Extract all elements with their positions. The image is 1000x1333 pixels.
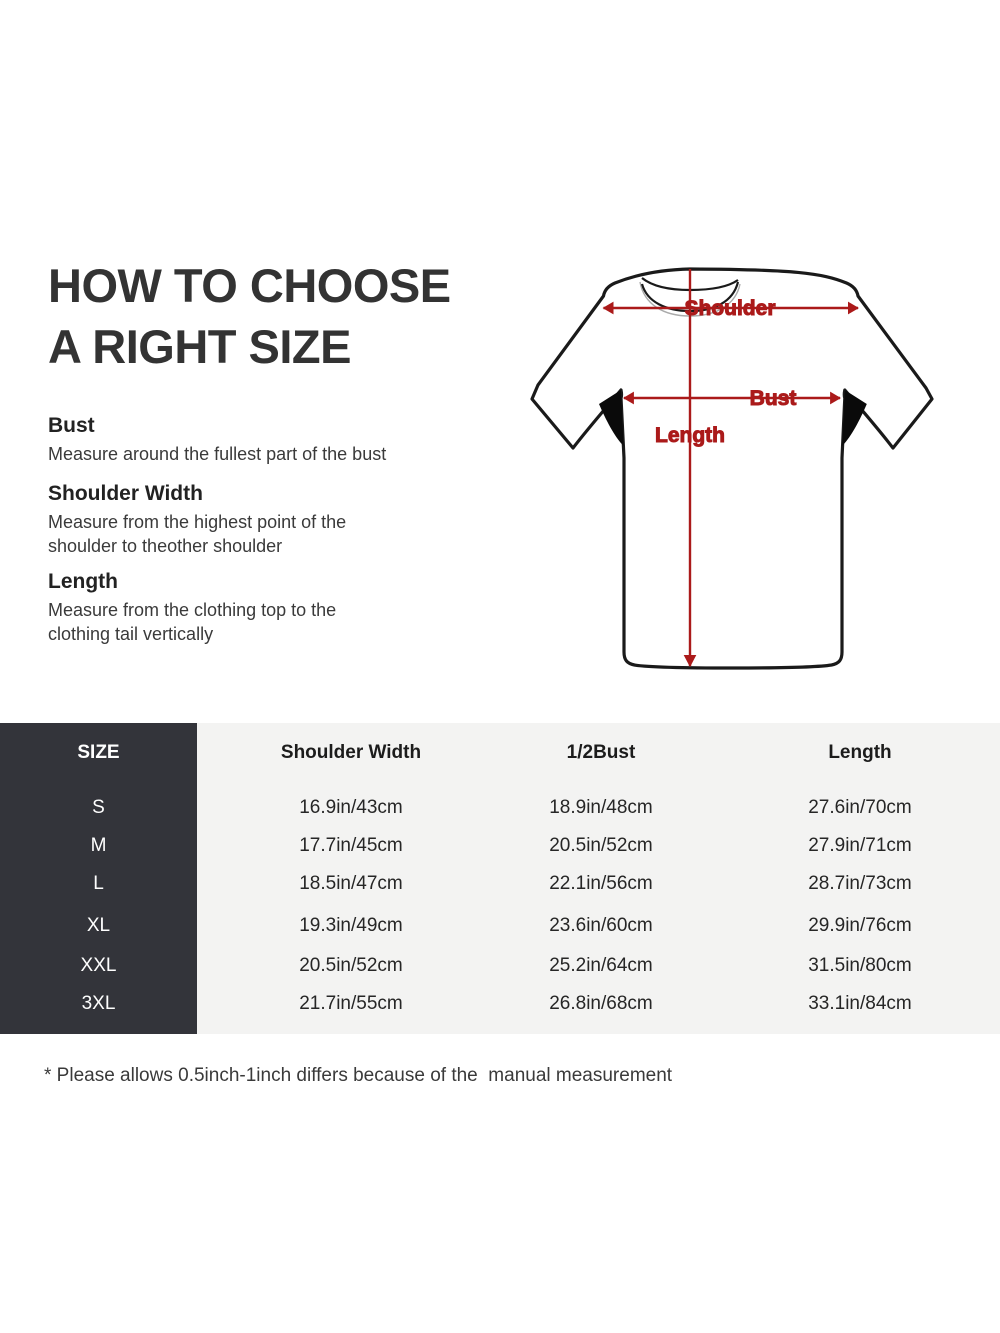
- svg-text:Bust: Bust: [750, 387, 797, 410]
- svg-text:Length: Length: [655, 424, 725, 447]
- svg-text:Shoulder: Shoulder: [684, 297, 775, 320]
